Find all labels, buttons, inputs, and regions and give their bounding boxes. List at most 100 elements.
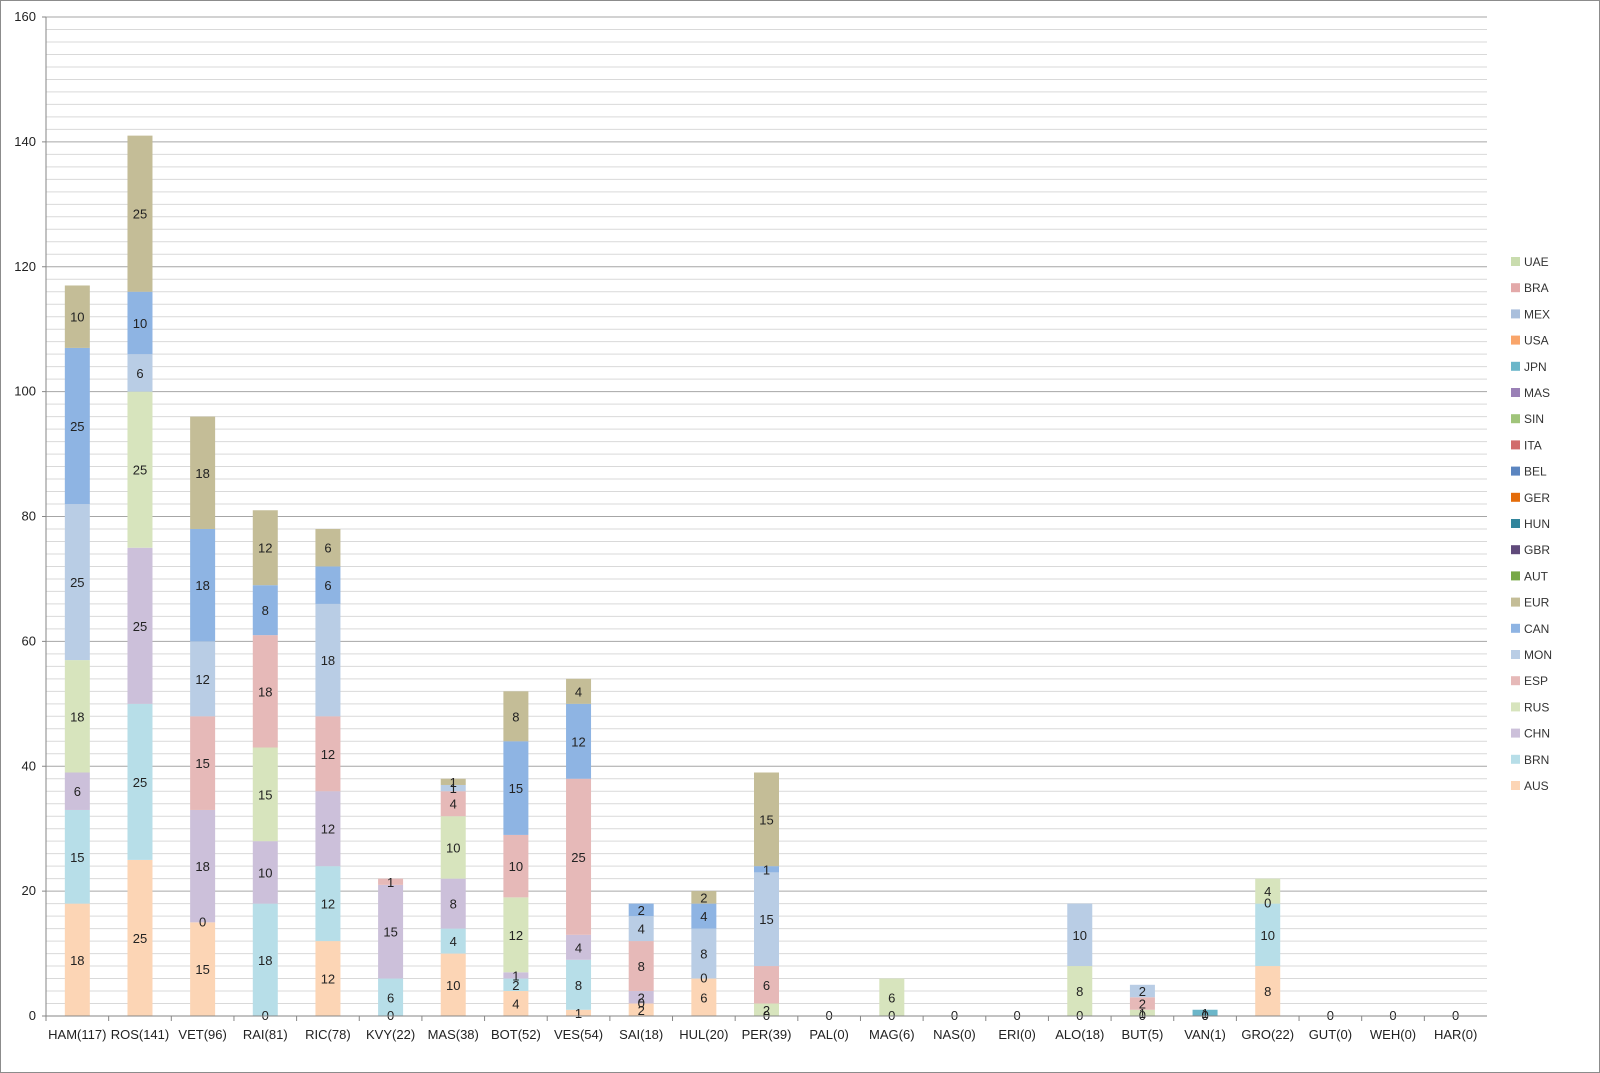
bar-segment-rus: [252, 747, 278, 842]
bar-segment-rus: [440, 816, 466, 879]
data-label: 4: [575, 684, 582, 699]
x-tick-label: GRO(22): [1241, 1027, 1294, 1042]
legend-item-chn: CHN: [1511, 727, 1550, 741]
legend-swatch: [1511, 754, 1520, 764]
legend-swatch: [1511, 728, 1520, 738]
y-tick-label: 40: [22, 758, 36, 773]
bar-segment-chn: [628, 991, 654, 1004]
bar-segment-mon: [127, 354, 153, 392]
legend-item-uae: UAE: [1511, 255, 1549, 269]
bar-segment-can: [127, 291, 153, 355]
legend-item-jpn: JPN: [1511, 360, 1547, 374]
bar-segment-rus: [64, 660, 90, 773]
data-label: 12: [321, 747, 335, 762]
bar-segment-mon: [754, 872, 779, 967]
bar-segment-brn: [127, 703, 153, 860]
data-label: 15: [258, 787, 272, 802]
legend-item-mas: MAS: [1511, 386, 1550, 400]
bar-segment-can: [190, 528, 216, 642]
x-tick-label: HAR(0): [1434, 1027, 1477, 1042]
bar-segment-can: [566, 703, 592, 779]
bar-segment-aus: [127, 859, 153, 1016]
data-label: 12: [321, 972, 335, 987]
data-label-zero: 0: [638, 996, 645, 1011]
y-tick-label: 160: [14, 9, 36, 24]
bar-segment-esp: [440, 791, 466, 817]
data-label: 1: [575, 1006, 582, 1021]
data-label: 1: [450, 781, 457, 796]
x-tick-label: VAN(1): [1184, 1027, 1226, 1042]
legend-label: HUN: [1524, 517, 1550, 531]
data-label: 4: [700, 909, 707, 924]
data-label: 8: [638, 959, 645, 974]
legend-swatch: [1511, 597, 1520, 607]
bar-segment-eur: [691, 891, 717, 904]
data-label: 4: [512, 997, 519, 1012]
legend-item-usa: USA: [1511, 334, 1549, 348]
data-label: 10: [1260, 928, 1274, 943]
data-label: 2: [700, 890, 707, 905]
bar-segment-brn: [64, 809, 90, 904]
bar-segment-esp: [754, 966, 779, 1004]
bar-segment-rus: [1255, 878, 1281, 904]
bar-segment-esp: [252, 635, 278, 748]
bar-segment-eur: [503, 691, 529, 742]
data-label: 25: [133, 931, 147, 946]
x-tick-label: GUT(0): [1309, 1027, 1352, 1042]
data-label: 15: [759, 912, 773, 927]
bar-segment-chn: [64, 772, 90, 810]
data-label: 15: [759, 812, 773, 827]
bar-segment-can: [691, 903, 717, 929]
legend-label: RUS: [1524, 700, 1549, 714]
data-label: 6: [74, 784, 81, 799]
data-label: 15: [509, 781, 523, 796]
y-tick-label: 120: [14, 259, 36, 274]
x-tick-label: PER(39): [742, 1027, 792, 1042]
bars: [64, 135, 1281, 1016]
legend-label: JPN: [1524, 360, 1547, 374]
bar-segment-rus: [754, 1003, 779, 1016]
legend-swatch: [1511, 335, 1520, 345]
bar-segment-can: [503, 741, 529, 835]
data-label: 1: [387, 875, 394, 890]
data-label: 8: [512, 709, 519, 724]
bar-segment-eur: [252, 510, 278, 586]
bar-segment-aus: [64, 903, 90, 1016]
legend-label: MON: [1524, 648, 1552, 662]
legend-item-hun: HUN: [1511, 517, 1550, 531]
legend-label: CHN: [1524, 727, 1550, 741]
bar-segment-rus: [1129, 1009, 1155, 1016]
data-label: 2: [1139, 984, 1146, 999]
data-label: 8: [1264, 984, 1271, 999]
legend-swatch: [1511, 361, 1520, 371]
legend-label: AUT: [1524, 569, 1549, 583]
bar-segment-rus: [503, 897, 529, 973]
bar-segment-can: [252, 585, 278, 636]
legend-item-gbr: GBR: [1511, 543, 1550, 557]
data-label: 8: [450, 897, 457, 912]
y-tick-label: 80: [22, 509, 36, 524]
data-label: 1: [512, 968, 519, 983]
bar-segment-chn: [378, 884, 404, 979]
legend-swatch: [1511, 650, 1520, 659]
bar-segment-aus: [503, 991, 529, 1016]
x-tick-label: BOT(52): [491, 1027, 541, 1042]
data-label: 2: [1139, 997, 1146, 1012]
data-label: 4: [575, 940, 582, 955]
x-tick-label: MAG(6): [869, 1027, 915, 1042]
legend-label: BRA: [1524, 281, 1549, 295]
legend-item-rus: RUS: [1511, 700, 1549, 714]
y-tick-label: 100: [14, 384, 36, 399]
data-label: 6: [324, 578, 331, 593]
data-label: 15: [70, 850, 84, 865]
bar-segment-mon: [440, 784, 466, 792]
bar-segment-aus: [440, 953, 466, 1016]
data-label: 12: [258, 541, 272, 556]
legend-swatch: [1511, 283, 1520, 293]
data-label: 4: [450, 934, 457, 949]
legend-item-mon: MON: [1511, 648, 1552, 662]
data-label: 4: [1264, 884, 1271, 899]
bar-segment-mon: [1067, 903, 1093, 967]
